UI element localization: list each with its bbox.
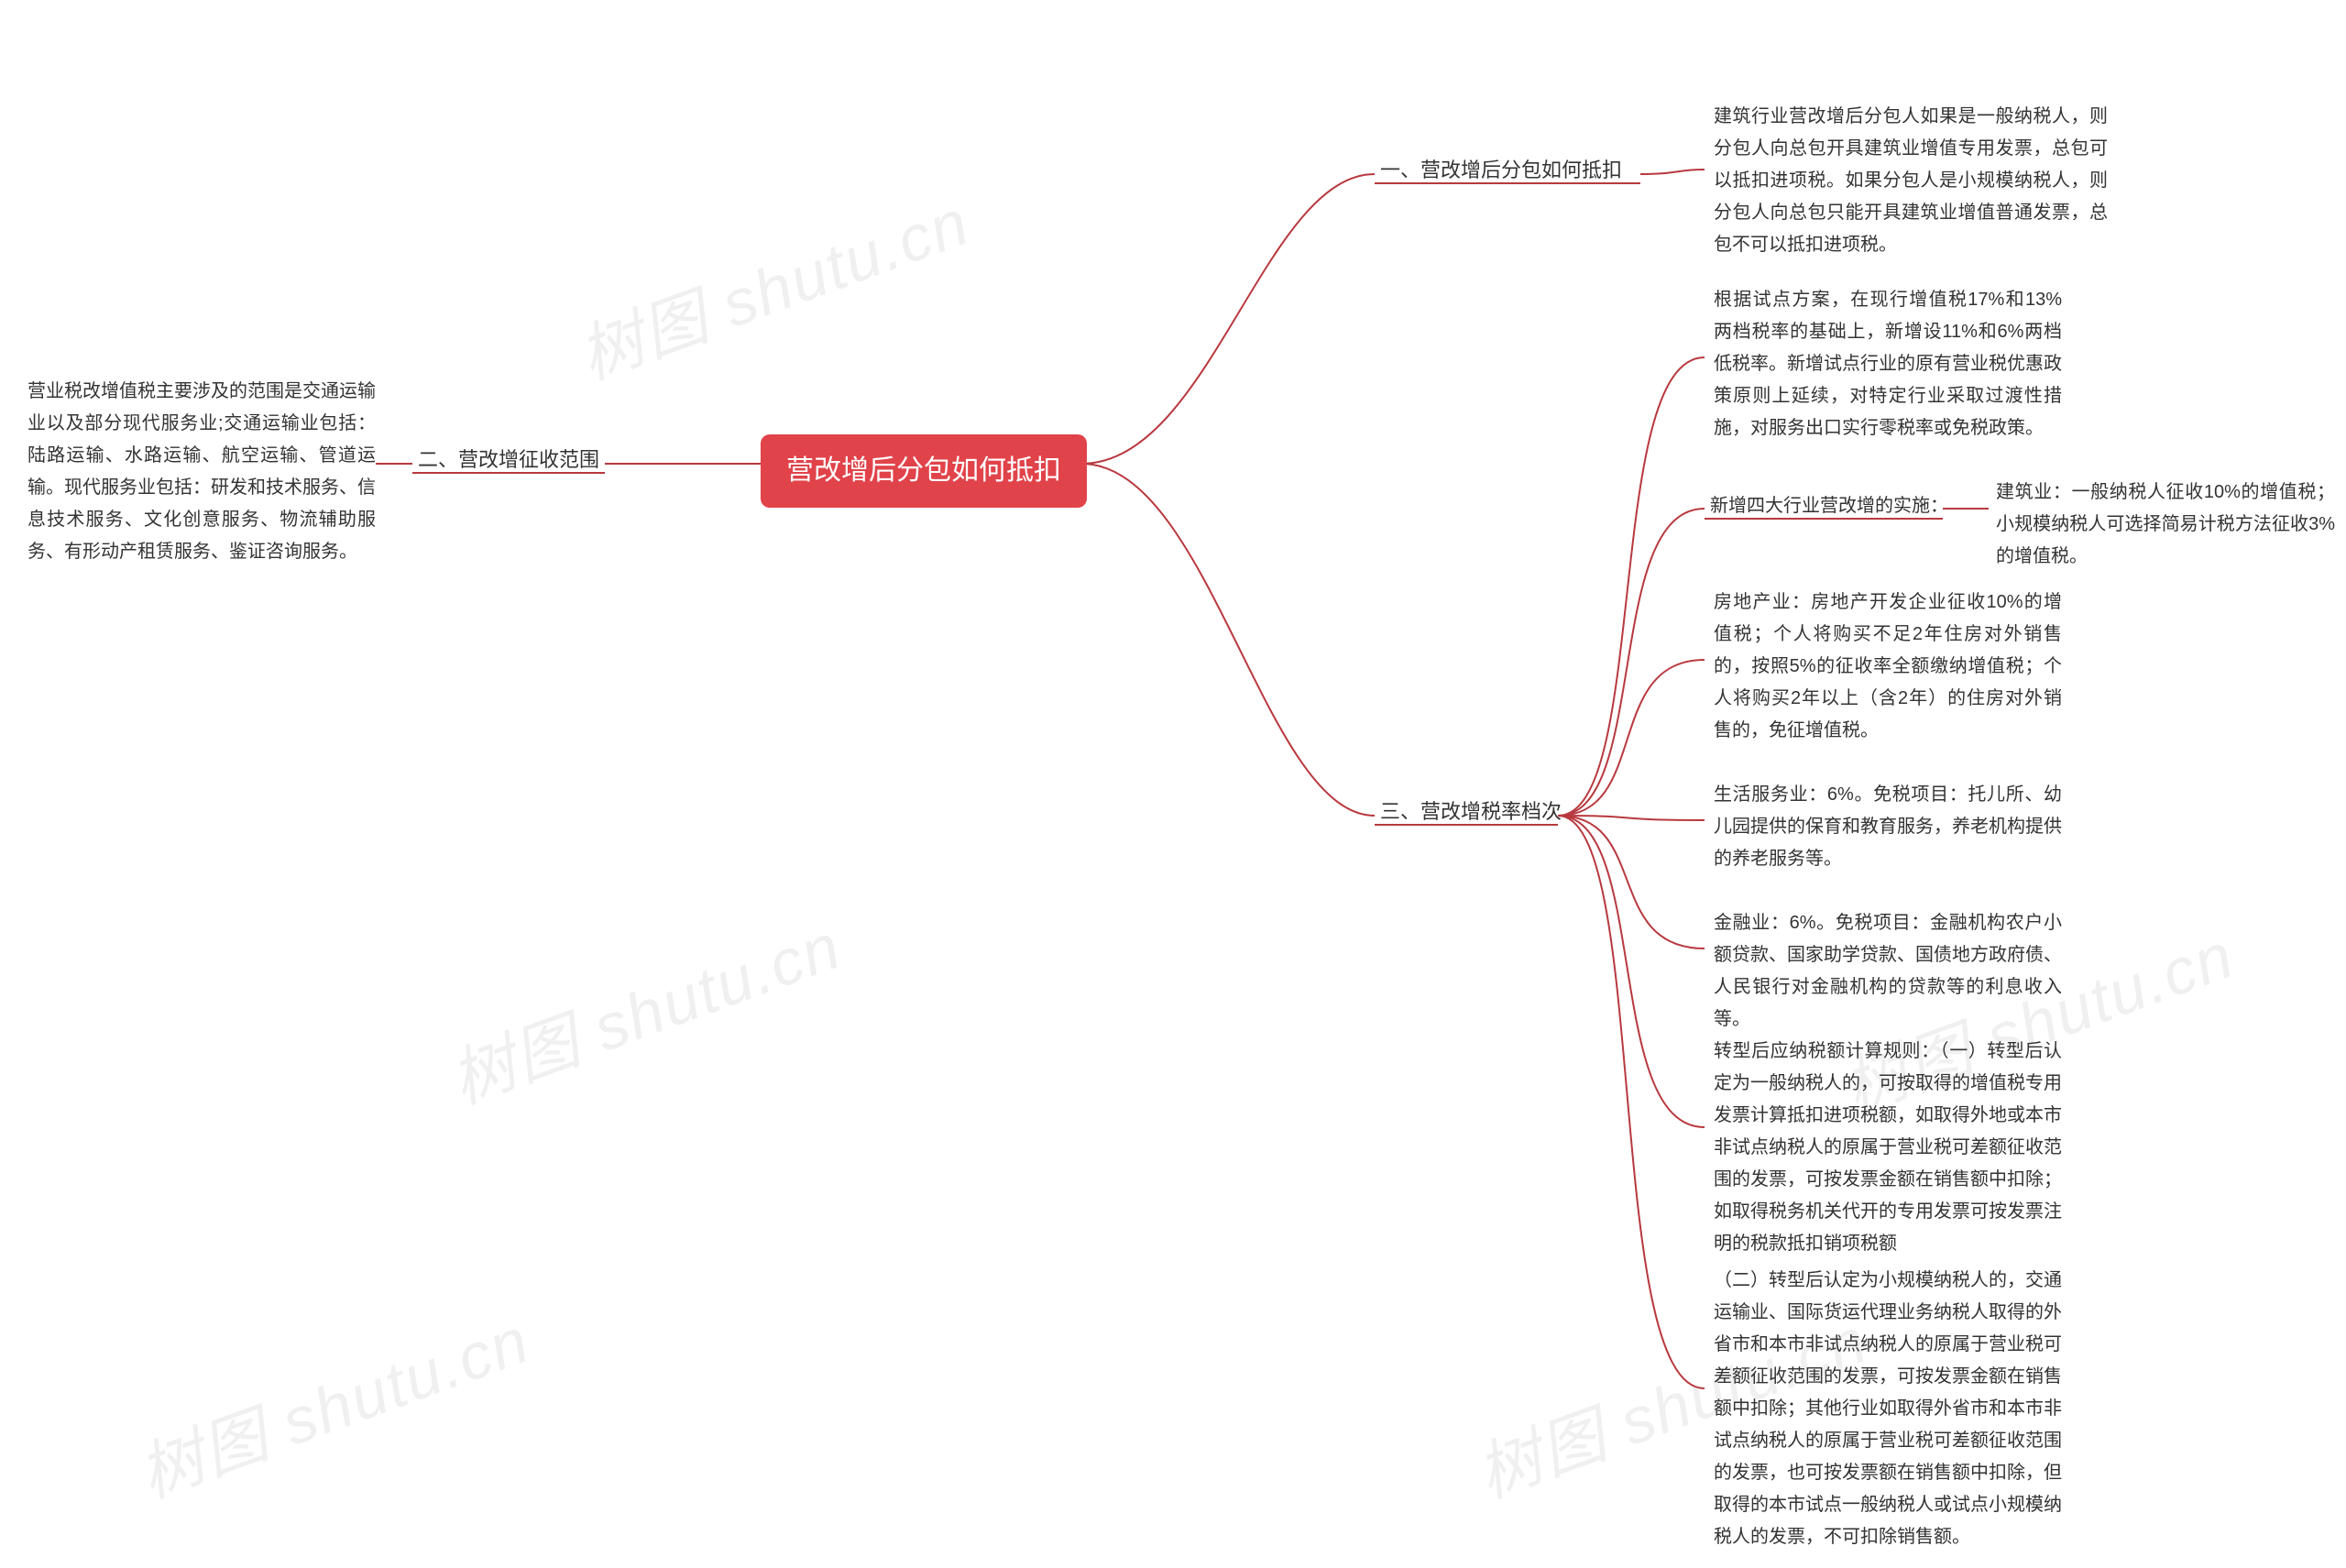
detail-1: 建筑行业营改增后分包人如果是一般纳税人，则分包人向总包开具建筑业增值专用发票，总…: [1714, 101, 2108, 261]
watermark: 树图 shutu.cn: [565, 171, 981, 398]
detail-3-7: （二）转型后认定为小规模纳税人的，交通运输业、国际货运代理业务纳税人取得的外省市…: [1714, 1265, 2062, 1553]
mindmap-canvas: 树图 shutu.cn 树图 shutu.cn 树图 shutu.cn 树图 s…: [0, 0, 2346, 1568]
detail-3-1: 根据试点方案，在现行增值税17%和13%两档税率的基础上，新增设11%和6%两档…: [1714, 284, 2062, 444]
branch-3: 三、营改增税率档次: [1380, 795, 1562, 828]
detail-3-2-head: 新增四大行业营改增的实施：: [1710, 491, 1948, 521]
detail-3-4: 生活服务业：6%。免税项目：托儿所、幼儿园提供的保育和教育服务，养老机构提供的养…: [1714, 779, 2062, 875]
detail-3-5: 金融业：6%。免税项目：金融机构农户小额贷款、国家助学贷款、国债地方政府债、人民…: [1714, 907, 2062, 1036]
detail-2: 营业税改增值税主要涉及的范围是交通运输业以及部分现代服务业;交通运输业包括：陆路…: [27, 376, 376, 568]
detail-3-6: 转型后应纳税额计算规则：（一）转型后认定为一般纳税人的，可按取得的增值税专用发票…: [1714, 1036, 2062, 1260]
branch-1: 一、营改增后分包如何抵扣: [1380, 154, 1622, 186]
detail-3-3: 房地产业：房地产开发企业征收10%的增值税；个人将购买不足2年住房对外销售的，按…: [1714, 587, 2062, 747]
watermark: 树图 shutu.cn: [125, 1289, 541, 1516]
root-node: 营改增后分包如何抵扣: [761, 434, 1087, 508]
detail-3-2-sub: 建筑业：一般纳税人征收10%的增值税；小规模纳税人可选择简易计税方法征收3%的增…: [1996, 477, 2335, 573]
branch-2: 二、营改增征收范围: [418, 444, 599, 476]
watermark: 树图 shutu.cn: [436, 895, 852, 1122]
